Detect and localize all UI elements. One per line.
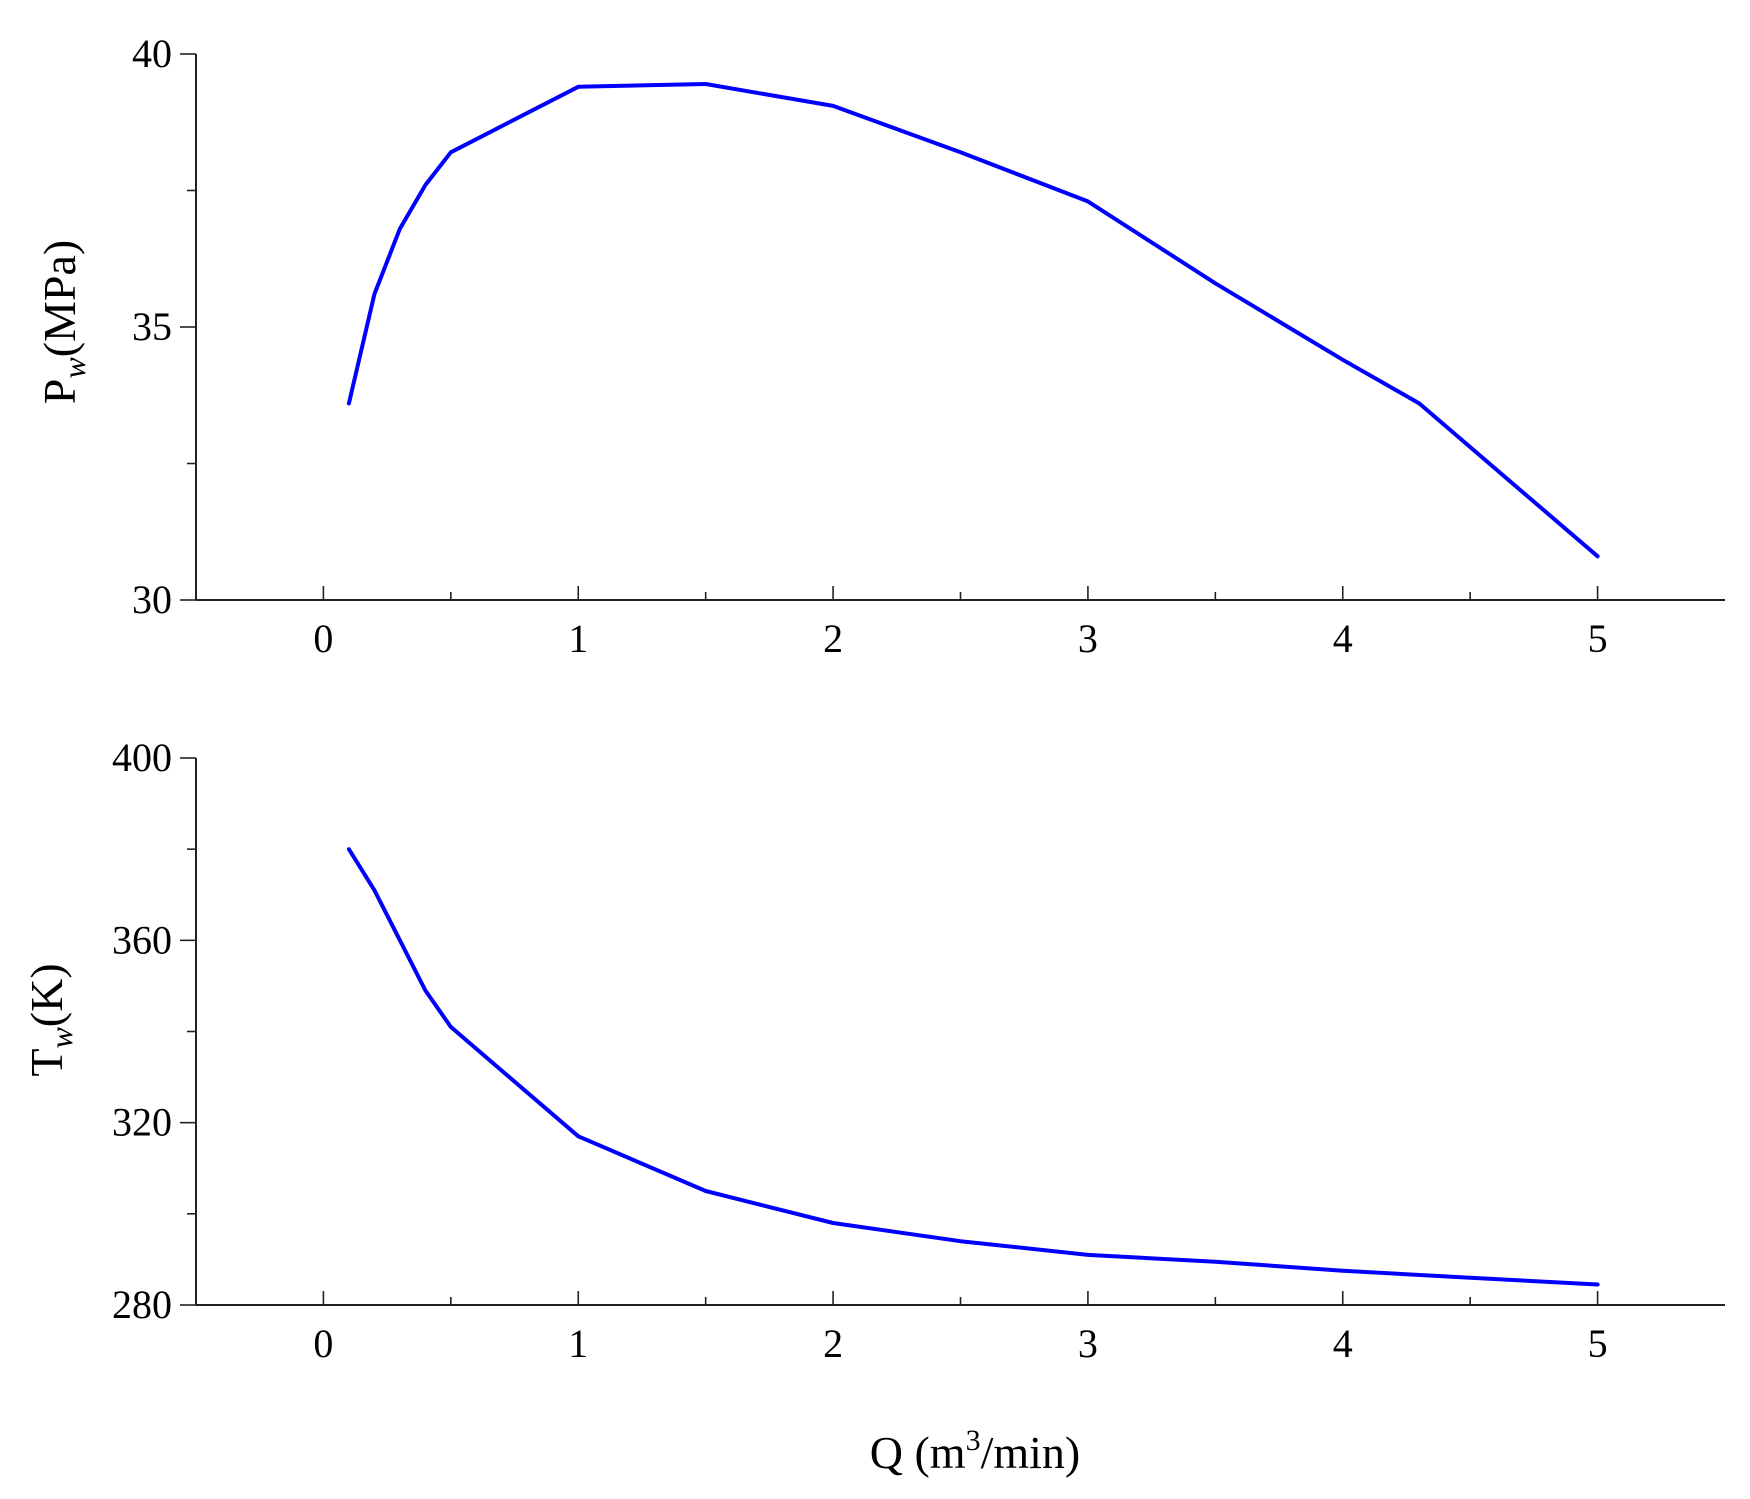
temperature-chart-ticks: 0 1 2 3 4 5 280 320 360 400 (112, 735, 1608, 1366)
pressure-chart-y-tick-label: 30 (132, 577, 172, 622)
temperature-chart-y-axis-title: Tw(K) (21, 963, 79, 1076)
temperature-chart-series (346, 847, 1600, 1287)
svg-text:Pw(MPa): Pw(MPa) (34, 240, 92, 404)
pressure-chart-axes (195, 54, 1725, 601)
pressure-chart-x-tick-label: 2 (823, 616, 843, 661)
temperature-chart-x-tick-label: 0 (313, 1321, 333, 1366)
pressure-chart-x-tick-label: 0 (313, 616, 333, 661)
temperature-chart-axes (195, 758, 1725, 1306)
pressure-chart-x-tick-label: 3 (1078, 616, 1098, 661)
temperature-chart-x-tick-label: 3 (1078, 1321, 1098, 1366)
pressure-chart-y-tick-label: 35 (132, 304, 172, 349)
pressure-chart-y-tick-label: 40 (132, 31, 172, 76)
temperature-chart-x-tick-label: 4 (1333, 1321, 1353, 1366)
pressure-chart-x-tick-label: 5 (1588, 616, 1608, 661)
temperature-chart-x-tick-label: 2 (823, 1321, 843, 1366)
temperature-chart-y-tick-label: 320 (112, 1100, 172, 1145)
temperature-chart-y-tick-label: 280 (112, 1282, 172, 1327)
pressure-chart: 0 1 2 3 4 5 30 35 40 Pw(MPa) (34, 31, 1725, 661)
pressure-chart-x-tick-label: 4 (1333, 616, 1353, 661)
svg-text:Tw(K): Tw(K) (21, 963, 79, 1076)
temperature-chart-y-tick-label: 400 (112, 735, 172, 780)
pressure-chart-ticks: 0 1 2 3 4 5 30 35 40 (132, 31, 1608, 661)
temperature-chart-y-tick-label: 360 (112, 917, 172, 962)
temperature-chart: 0 1 2 3 4 5 280 320 360 400 Tw(K) Q (m3/min) (21, 735, 1725, 1478)
temperature-chart-x-axis-title: Q (m3/min) (870, 1424, 1081, 1478)
pressure-chart-y-axis-title: Pw(MPa) (34, 240, 92, 404)
temperature-chart-x-tick-label: 5 (1588, 1321, 1608, 1366)
pressure-chart-x-tick-label: 1 (568, 616, 588, 661)
pressure-chart-series-line (346, 82, 1600, 559)
temperature-chart-x-tick-label: 1 (568, 1321, 588, 1366)
temperature-chart-series-line (346, 847, 1600, 1287)
pressure-chart-series (346, 82, 1600, 559)
